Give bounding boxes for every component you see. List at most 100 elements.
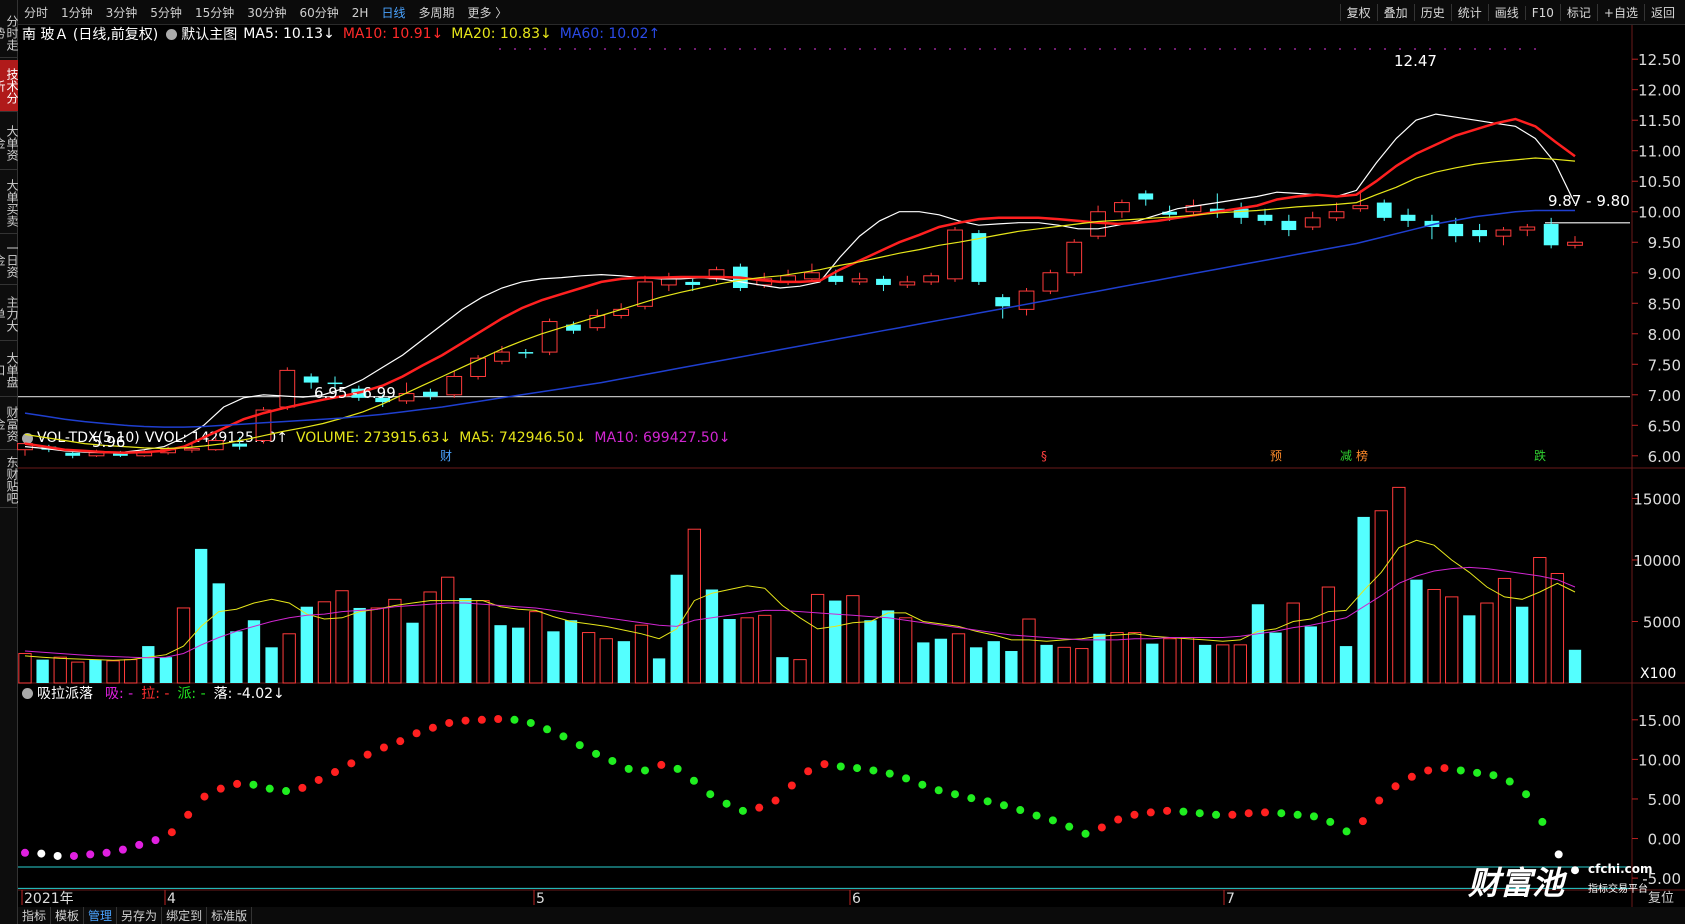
xlpl-indicator-name[interactable]: 吸拉派落 <box>37 686 93 702</box>
price-dot <box>1474 48 1476 50</box>
tool-button-2[interactable]: 历史 <box>1413 4 1451 21</box>
vol-bar-down <box>406 622 419 683</box>
vol-bar-up <box>71 661 85 684</box>
candle-body-down <box>1162 211 1178 215</box>
vol-bar-down <box>89 659 102 683</box>
tool-button-6[interactable]: 标记 <box>1559 4 1597 21</box>
period-tab-4[interactable]: 15分钟 <box>194 6 235 20</box>
period-tab-6[interactable]: 60分钟 <box>299 6 339 20</box>
vol-bar-up <box>793 659 807 684</box>
sidebar-tab-1[interactable]: 技术分析 <box>0 60 19 112</box>
price-dot <box>634 48 636 50</box>
vol-bar-up <box>282 633 296 684</box>
sidebar-tab-8[interactable]: 东财贴吧 <box>0 452 19 508</box>
tool-button-7[interactable]: +自选 <box>1596 4 1644 21</box>
watermark-slogan: 指标交易平台 <box>1588 884 1648 895</box>
price-dot <box>1249 48 1251 50</box>
tool-button-4[interactable]: 画线 <box>1487 4 1525 21</box>
price-dot <box>979 48 981 50</box>
bottom-item-5[interactable]: 标准版 <box>207 907 253 924</box>
period-tab-8[interactable]: 日线 <box>381 6 406 20</box>
price-dot <box>1114 48 1116 50</box>
vol-bar-up <box>1286 602 1300 684</box>
vol-bar-up <box>317 601 332 684</box>
xlpl-dot <box>184 810 193 819</box>
xlpl-dot <box>249 780 258 789</box>
candle-body-up <box>446 375 463 396</box>
candle-body-up <box>1304 217 1321 228</box>
xlpl-dot <box>592 749 601 758</box>
sidebar-tab-5[interactable]: 主力大单 <box>0 287 19 341</box>
xlpl-dot <box>461 716 470 725</box>
price-dot <box>1174 48 1176 50</box>
xlpl-dot <box>102 848 111 857</box>
period-tab-7[interactable]: 2H <box>351 5 369 20</box>
vol-bar-down <box>459 598 472 683</box>
tool-button-8[interactable]: 返回 <box>1643 4 1681 21</box>
candle-body-up <box>184 447 200 451</box>
price-dot <box>859 48 861 50</box>
vvol-value: VVOL: 1429125.00↑ <box>144 430 288 446</box>
tool-button-5[interactable]: F10 <box>1524 5 1560 20</box>
sidebar-tab-0[interactable]: 分时走势 <box>0 8 19 58</box>
bottom-item-0[interactable]: 指标 <box>18 907 52 924</box>
period-tab-0[interactable]: 分时 <box>24 6 49 20</box>
price-dot <box>1279 48 1281 50</box>
period-tab-3[interactable]: 5分钟 <box>150 6 182 20</box>
period-tab-5[interactable]: 30分钟 <box>247 6 287 20</box>
sidebar-tab-6[interactable]: 大单盘口 <box>0 343 19 397</box>
template-dropdown-icon[interactable] <box>166 28 178 40</box>
vol-indicator-name[interactable]: VOL-TDX(5,10) <box>37 430 140 446</box>
vol-bar-up <box>476 600 490 684</box>
bottom-item-4[interactable]: 绑定到 <box>162 907 208 924</box>
xlpl-dot <box>1146 808 1155 817</box>
sidebar-tab-2[interactable]: 大单资金 <box>0 116 19 170</box>
sidebar-tab-4[interactable]: 一日资金 <box>0 236 19 285</box>
price-dot <box>1504 48 1506 50</box>
candle-body-up <box>947 229 963 280</box>
tool-button-0[interactable]: 复权 <box>1339 4 1377 21</box>
bottom-item-3[interactable]: 另存为 <box>117 907 163 924</box>
period-tab-1[interactable]: 1分钟 <box>61 6 93 20</box>
candle-body-down <box>995 297 1011 307</box>
period-tab-2[interactable]: 3分钟 <box>105 6 138 20</box>
xlpl-dot <box>885 769 894 778</box>
xlpl-dot <box>1114 815 1123 824</box>
period-tab-9[interactable]: 多周期 <box>418 6 455 20</box>
vol-bar-up <box>1110 632 1124 684</box>
vol-bar-up <box>1075 648 1089 684</box>
bottom-item-2[interactable]: 管理 <box>84 907 118 924</box>
price-dot <box>1234 48 1236 50</box>
reset-button[interactable]: 复位 <box>1648 891 1675 906</box>
vol-bar-down <box>1005 651 1018 683</box>
candle-body-up <box>1495 229 1512 237</box>
tool-button-1[interactable]: 叠加 <box>1376 4 1414 21</box>
candle-body-up <box>899 281 916 286</box>
price-tick-label: 6.50 <box>1648 417 1681 435</box>
price-dot <box>1264 48 1266 50</box>
annotation-low: 5.96 <box>92 433 125 451</box>
price-dot <box>619 48 621 50</box>
price-dot <box>604 48 606 50</box>
bottom-item-1[interactable]: 模板 <box>51 907 85 924</box>
vol-bar-down <box>969 647 983 683</box>
xlpl-dropdown-icon[interactable] <box>22 687 33 699</box>
vol-dropdown-icon[interactable] <box>22 432 33 444</box>
vol-bar-down <box>723 619 736 683</box>
vol-bar-up <box>758 614 772 684</box>
vol-legend: VOL-TDX(5,10) VVOL: 1429125.00↑ VOLUME: … <box>22 429 738 447</box>
xlpl-dot <box>1163 806 1172 815</box>
left-sidebar: 分时走势技术分析大单资金大单买卖一日资金主力大单大单盘口财富资金东财贴吧 <box>0 0 19 924</box>
vol-unit-label: X100 <box>1640 666 1676 682</box>
price-dot <box>1024 48 1026 50</box>
period-tab-10[interactable]: 更多 〉 <box>467 6 508 20</box>
vol-bar-up <box>1550 573 1565 684</box>
xlpl-dot <box>1407 772 1416 781</box>
sidebar-tab-3[interactable]: 大单买卖 <box>0 172 19 234</box>
vol-bar-down <box>1410 579 1423 683</box>
template-label[interactable]: 默认主图 <box>181 27 238 43</box>
sidebar-tab-7[interactable]: 财富资金 <box>0 399 19 450</box>
tool-button-3[interactable]: 统计 <box>1450 4 1488 21</box>
xlpl-dot <box>983 797 992 806</box>
